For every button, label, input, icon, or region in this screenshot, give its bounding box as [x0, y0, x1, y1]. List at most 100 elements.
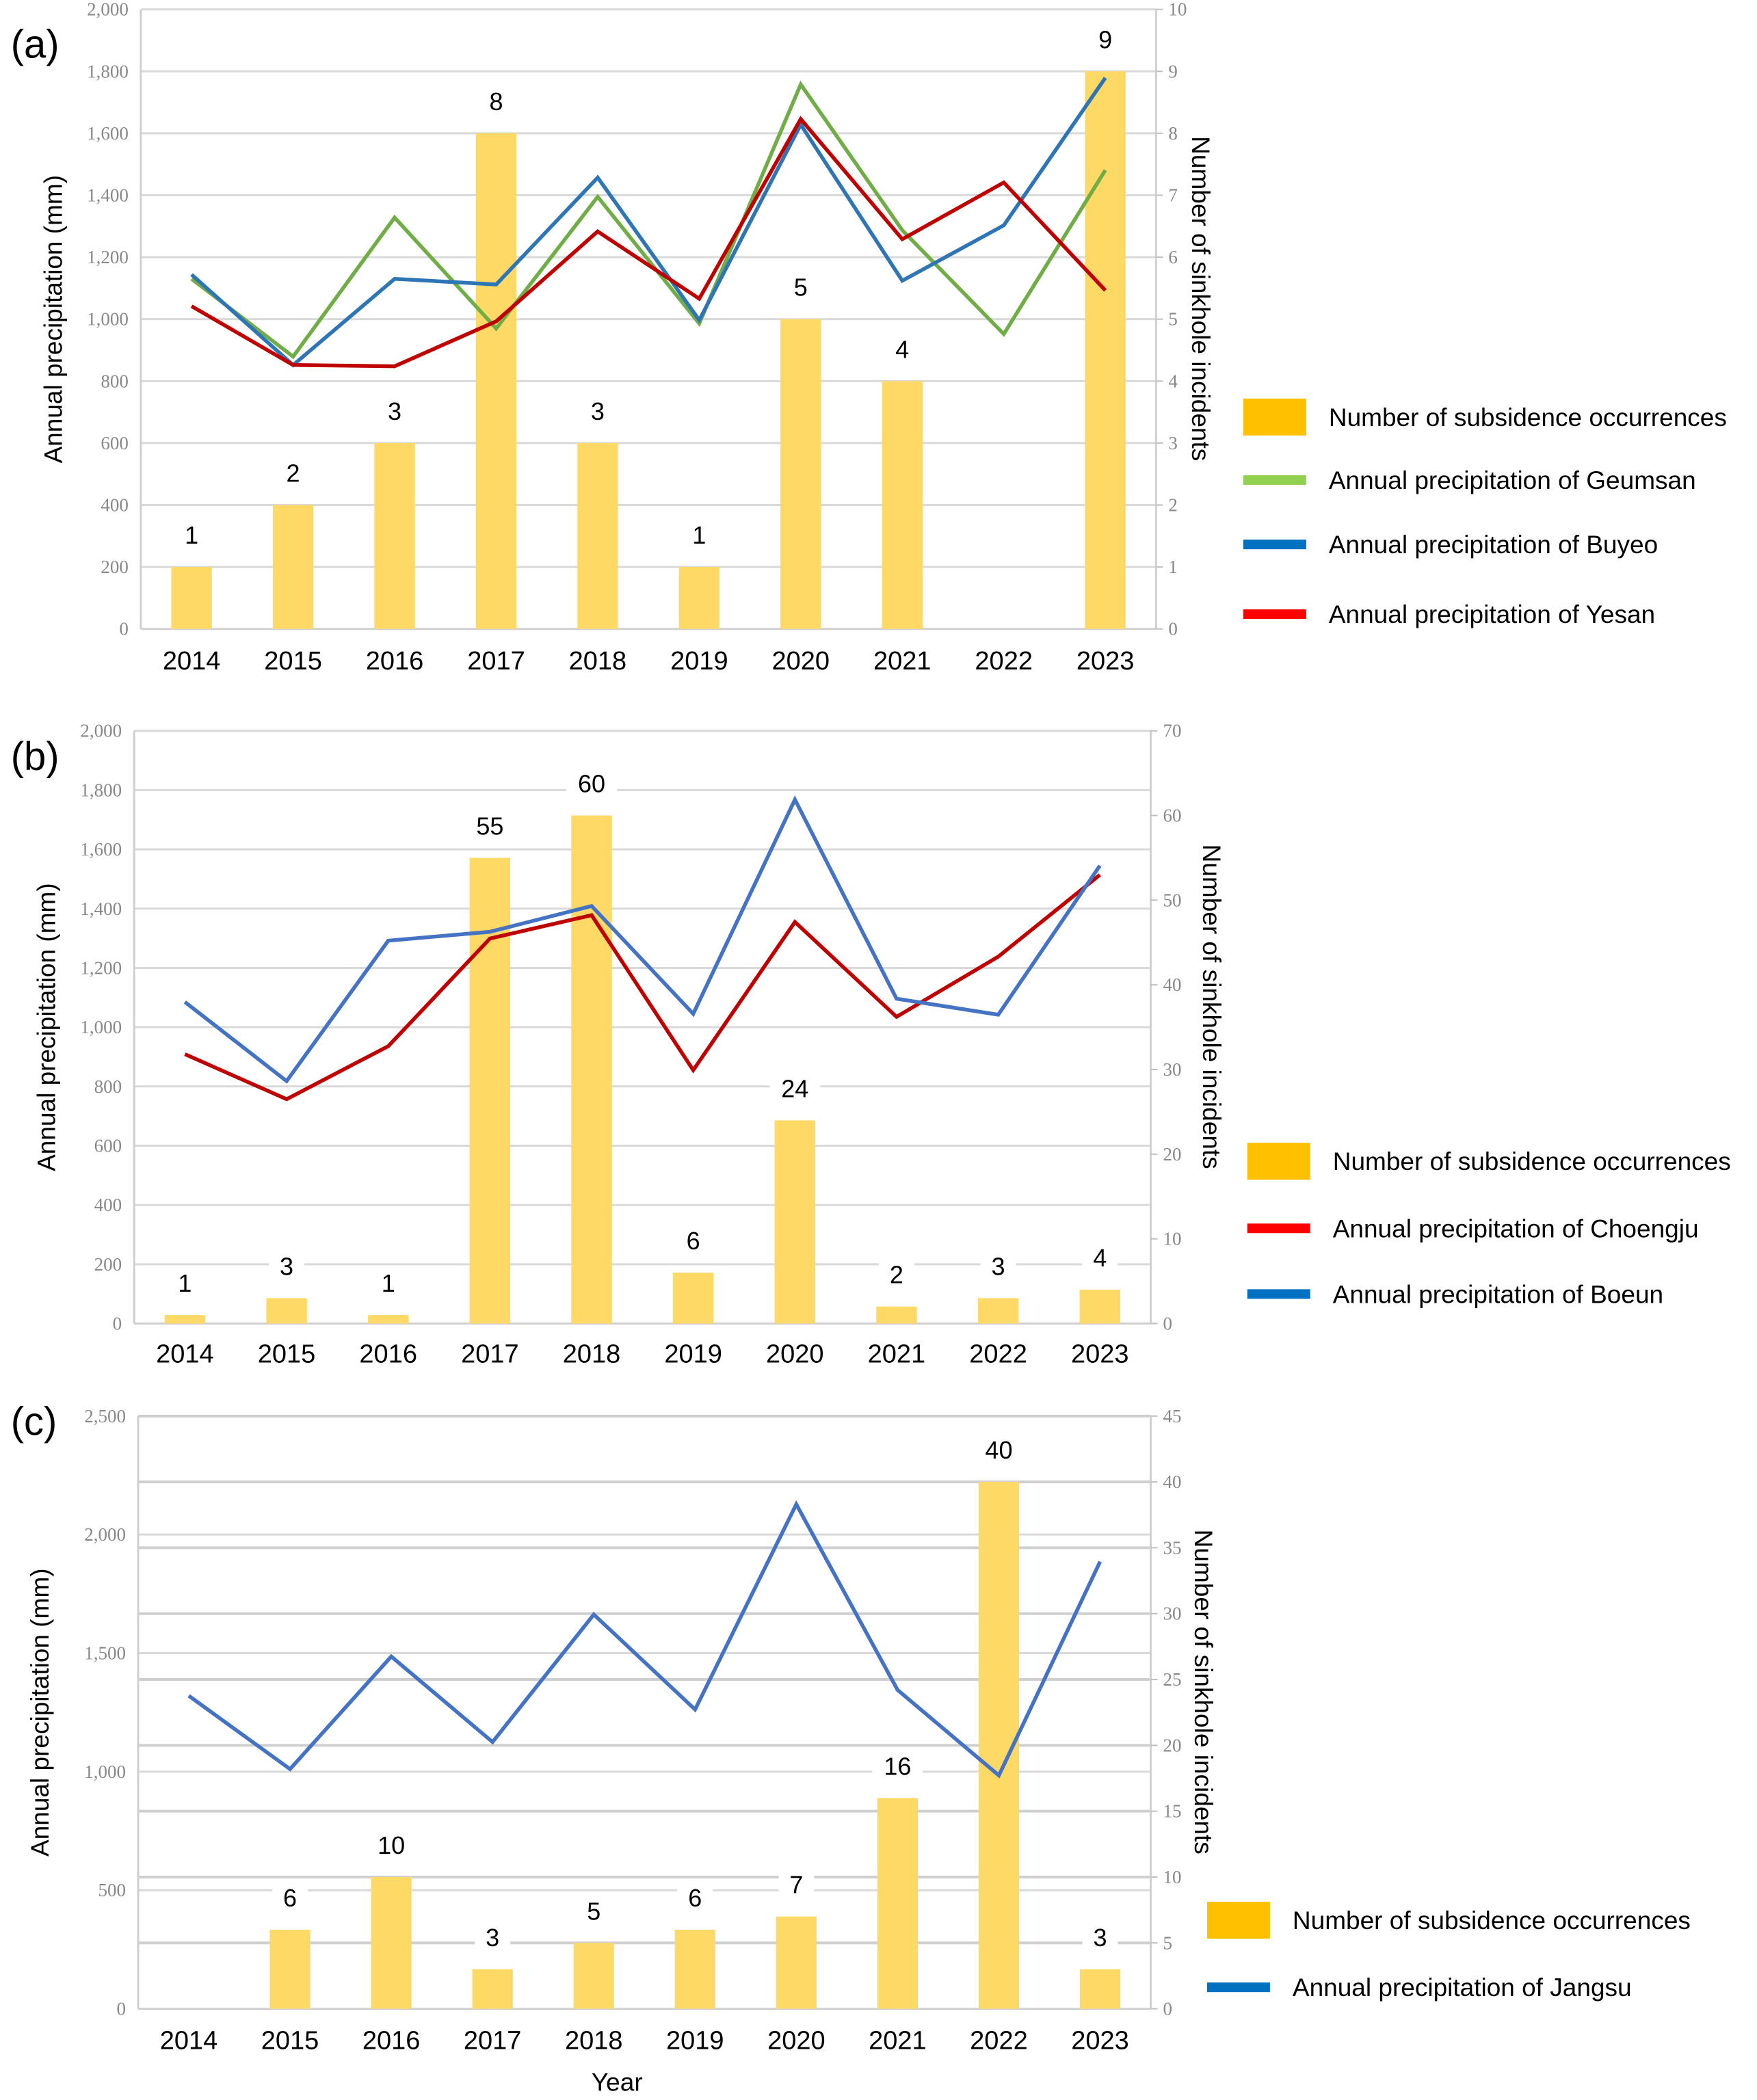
bar-data-label: 3	[388, 397, 401, 425]
data-label-bg	[275, 457, 311, 489]
x-tick-label: 2022	[969, 1340, 1027, 1369]
bar	[672, 1273, 714, 1324]
bar	[367, 1315, 409, 1324]
x-tick-label: 2020	[767, 2027, 825, 2056]
bar-data-label: 55	[476, 812, 503, 840]
bar	[266, 1298, 307, 1324]
y-tick-label: 200	[94, 1254, 122, 1275]
x-tick-label: 2021	[868, 1340, 926, 1369]
y2-tick-label: 3	[1168, 433, 1178, 453]
data-label-bg	[782, 271, 819, 303]
y-tick-label: 1,200	[80, 957, 122, 978]
y-tick-label: 1,800	[80, 780, 122, 800]
legend-item: Annual precipitation of Yesan	[1243, 600, 1655, 628]
x-tick-label: 2015	[261, 2027, 319, 2056]
bar	[882, 381, 923, 629]
bar-data-label: 6	[687, 1227, 700, 1255]
y-tick-label: 800	[101, 371, 129, 391]
y-tick-label: 0	[113, 1314, 122, 1334]
y-tick-label: 2,000	[87, 0, 129, 20]
data-label-bg	[478, 85, 514, 117]
series-line-geumsan	[190, 80, 1107, 360]
y-tick-label: 2,500	[84, 1406, 126, 1426]
y-tick-label: 2,000	[84, 1524, 126, 1545]
data-label-bg	[475, 1921, 511, 1953]
chart-panel-c: (c) 0 500 1,000 1,500 2,000 2,500 0 5 10 15 20 25 30 3…	[11, 1400, 1691, 2097]
y-tick-label: 0	[119, 619, 129, 639]
x-tick-label: 2023	[1076, 647, 1135, 676]
y2-tick-label: 4	[1168, 371, 1178, 391]
legend-label: Annual precipitation of Buyeo	[1329, 531, 1658, 559]
y-tick-label: 1,000	[84, 1762, 126, 1782]
data-label-bg	[878, 1258, 914, 1290]
legend-label: Number of subsidence occurrences	[1293, 1906, 1691, 1935]
data-label-bg	[1082, 1241, 1118, 1273]
x-tick-label: 2023	[1071, 1340, 1129, 1369]
x-tick-label: 2022	[975, 647, 1033, 676]
x-tick-label: 2018	[565, 2027, 623, 2056]
x-tick-label: 2014	[163, 647, 221, 676]
y2-tick-label: 0	[1163, 1314, 1173, 1334]
data-label-bg	[778, 1868, 815, 1900]
data-label-bg	[872, 1750, 923, 1782]
data-label-bg	[980, 1250, 1016, 1282]
legend-swatch-line	[1243, 540, 1306, 550]
x-tick-label: 2022	[970, 2027, 1028, 2056]
legend-item: Annual precipitation of Jangsu	[1206, 1973, 1632, 2002]
bar	[1079, 1969, 1121, 2009]
x-tick-label: 2014	[156, 1340, 214, 1369]
x-tick-label: 2019	[670, 647, 728, 676]
y2-tick-label: 35	[1163, 1537, 1182, 1558]
legend-label: Annual precipitation of Choengju	[1333, 1214, 1699, 1242]
chart-panel-b: (b)02004006008001,0001,2001,4001,6001,80…	[11, 721, 1731, 1369]
bar-data-label: 16	[884, 1752, 911, 1780]
y-tick-label: 800	[94, 1076, 122, 1097]
x-tick-label: 2023	[1071, 2027, 1129, 2056]
bar	[571, 815, 612, 1324]
x-tick-label: 2017	[461, 1340, 519, 1369]
legend-swatch-line	[1243, 609, 1306, 620]
y-tick-label: 1,500	[84, 1643, 126, 1664]
bar-data-label: 10	[378, 1831, 405, 1859]
legend-label: Annual precipitation of Geumsan	[1329, 466, 1696, 494]
y-tick-label: 1,400	[80, 899, 122, 919]
bar-data-label: 5	[794, 274, 808, 302]
bar-data-label: 1	[692, 521, 706, 549]
legend-swatch-bar	[1243, 398, 1306, 436]
bar-data-label: 40	[985, 1436, 1012, 1464]
legend-item: Number of subsidence occurrences	[1243, 398, 1727, 436]
y2-tick-label: 30	[1163, 1604, 1182, 1624]
bar	[374, 442, 415, 629]
legend-label: Number of subsidence occurrences	[1329, 403, 1727, 431]
data-label-bg	[769, 1072, 821, 1104]
y2-axis-title: Number of sinkhole incidents	[1187, 136, 1215, 461]
panel-label: (a)	[11, 23, 60, 67]
bar-data-label: 6	[688, 1884, 702, 1912]
y-tick-label: 1,600	[80, 839, 122, 860]
data-label-bg	[269, 1250, 305, 1282]
bar	[774, 1120, 816, 1324]
x-tick-label: 2016	[359, 1340, 417, 1369]
y-tick-label: 1,000	[87, 309, 129, 330]
bar	[780, 319, 821, 629]
data-label-bg	[973, 1434, 1025, 1466]
y2-tick-label: 0	[1163, 1999, 1173, 2019]
y-axis-title: Annual precipitation (mm)	[26, 1568, 54, 1857]
y2-tick-label: 40	[1163, 1472, 1182, 1492]
bar	[472, 1969, 513, 2009]
y2-tick-label: 60	[1163, 806, 1182, 826]
bar	[876, 1306, 917, 1324]
bar-data-label: 1	[178, 1269, 191, 1297]
y2-tick-label: 7	[1168, 185, 1178, 206]
legend-item: Number of subsidence occurrences	[1206, 1902, 1691, 1939]
y-tick-label: 600	[94, 1135, 122, 1156]
y2-tick-label: 8	[1168, 123, 1178, 144]
data-label-bg	[576, 1895, 612, 1927]
y-tick-label: 400	[101, 495, 129, 516]
x-tick-label: 2016	[362, 2027, 421, 2056]
x-tick-label: 2018	[563, 1340, 621, 1369]
y2-axis-title: Number of sinkhole incidents	[1189, 1530, 1217, 1855]
bar-data-label: 2	[287, 460, 300, 488]
y2-tick-label: 2	[1168, 495, 1178, 516]
x-tick-label: 2017	[464, 2027, 522, 2056]
